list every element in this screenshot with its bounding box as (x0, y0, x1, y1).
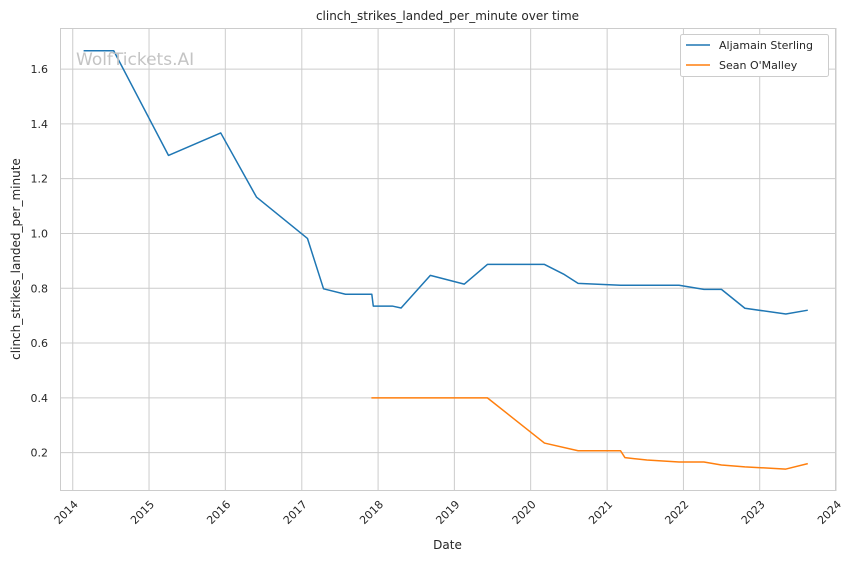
y-tick-label: 0.4 (31, 392, 49, 405)
y-tick-label: 1.2 (31, 173, 49, 186)
y-tick-label: 1.6 (31, 63, 49, 76)
chart-title: clinch_strikes_landed_per_minute over ti… (316, 9, 579, 23)
x-axis-title: Date (433, 538, 462, 552)
legend-label-1: Sean O'Malley (719, 59, 798, 72)
legend: Aljamain Sterling Sean O'Malley (680, 34, 829, 77)
y-axis-title: clinch_strikes_landed_per_minute (9, 158, 23, 360)
legend-label-0: Aljamain Sterling (719, 39, 813, 52)
series-line-1 (371, 397, 808, 470)
y-tick-label: 0.6 (31, 337, 49, 350)
plot-area (60, 28, 836, 491)
y-tick-label: 0.2 (31, 447, 49, 460)
y-tick-label: 1.0 (31, 227, 49, 240)
tick-labels: 2014 2015 2016 2017 2018 2019 2020 2021 2022 2023… (31, 63, 845, 527)
series-line-0 (83, 49, 808, 315)
legend-box (680, 34, 829, 77)
watermark: WolfTickets.AI (76, 50, 194, 70)
series-lines (83, 49, 808, 470)
y-tick-label: 1.4 (31, 118, 49, 131)
y-tick-label: 0.8 (31, 282, 49, 295)
